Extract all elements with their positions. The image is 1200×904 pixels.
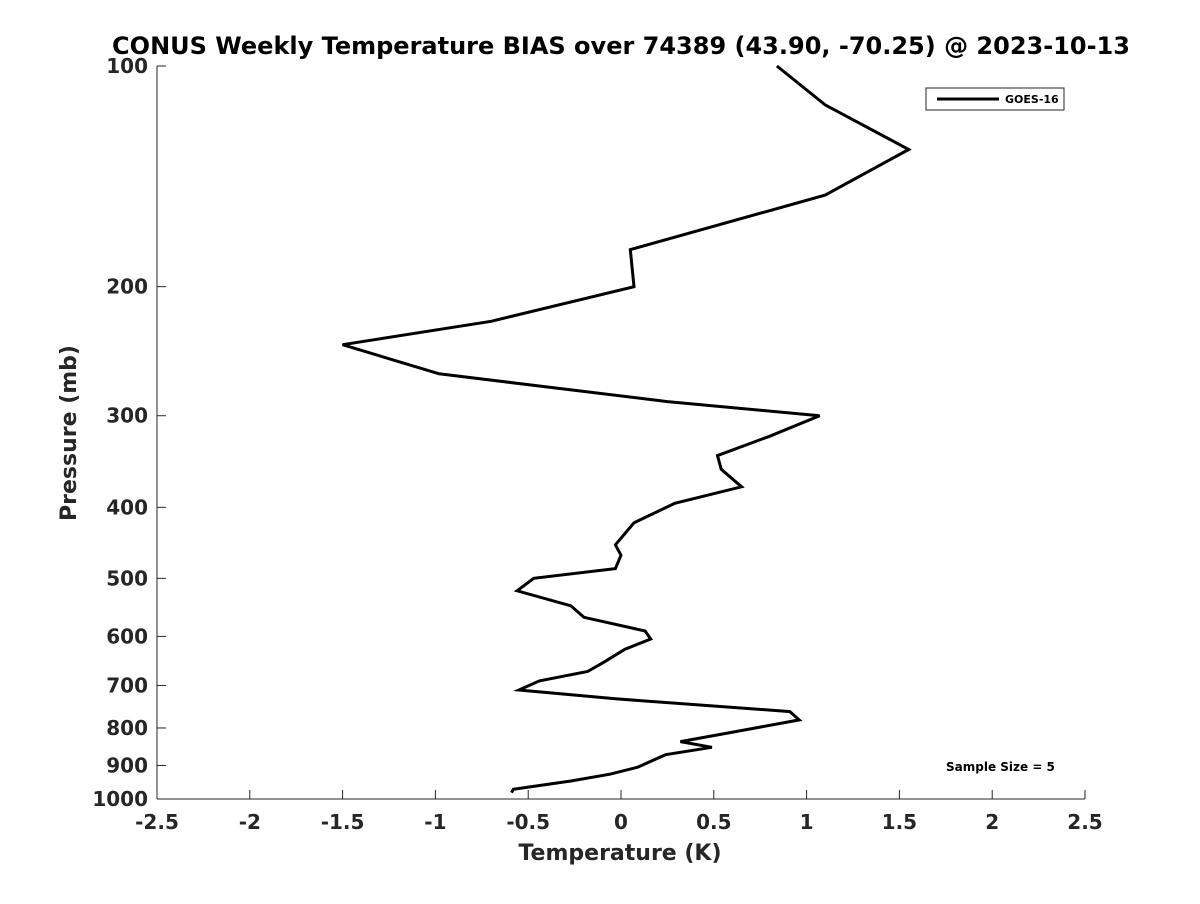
x-tick-label: -2.5 [135,810,179,834]
sample-size-annotation: Sample Size = 5 [946,760,1055,774]
x-tick-label: -0.5 [506,810,550,834]
x-tick-label: 2.5 [1067,810,1102,834]
y-tick-label: 400 [106,495,148,519]
legend-entry-label: GOES-16 [1005,93,1059,106]
x-tick-label: 2 [985,810,999,834]
y-tick-label: 700 [106,673,148,697]
x-tick-label: -2 [239,810,261,834]
y-tick-label: 600 [106,624,148,648]
legend: GOES-16 [925,87,1065,111]
y-tick-label: 100 [106,54,148,78]
x-tick-label: 1 [800,810,814,834]
y-tick-label: 500 [106,566,148,590]
x-tick-label: -1.5 [321,810,365,834]
series-line-goes-16 [342,64,912,794]
axes [156,66,1085,800]
y-axis-label: Pressure (mb) [57,345,82,521]
x-tick-label: 0.5 [696,810,731,834]
y-tick-label: 800 [106,716,148,740]
x-tick-label: -1 [424,810,446,834]
x-tick-label: 1.5 [882,810,917,834]
series-layer [342,64,912,794]
y-tick-label: 300 [106,404,148,428]
y-tick-label: 1000 [92,787,148,811]
tick-marks: -2.5 -2 -1.5 -1 -0.5 0 0.5 1 1.5 2 2.5 100 200 300 400… [92,54,1102,834]
y-tick-label: 200 [106,275,148,299]
chart-title: CONUS Weekly Temperature BIAS over 74389… [112,32,1130,60]
x-tick-label: 0 [614,810,628,834]
y-tick-label: 900 [106,753,148,777]
x-axis-label: Temperature (K) [518,841,721,866]
